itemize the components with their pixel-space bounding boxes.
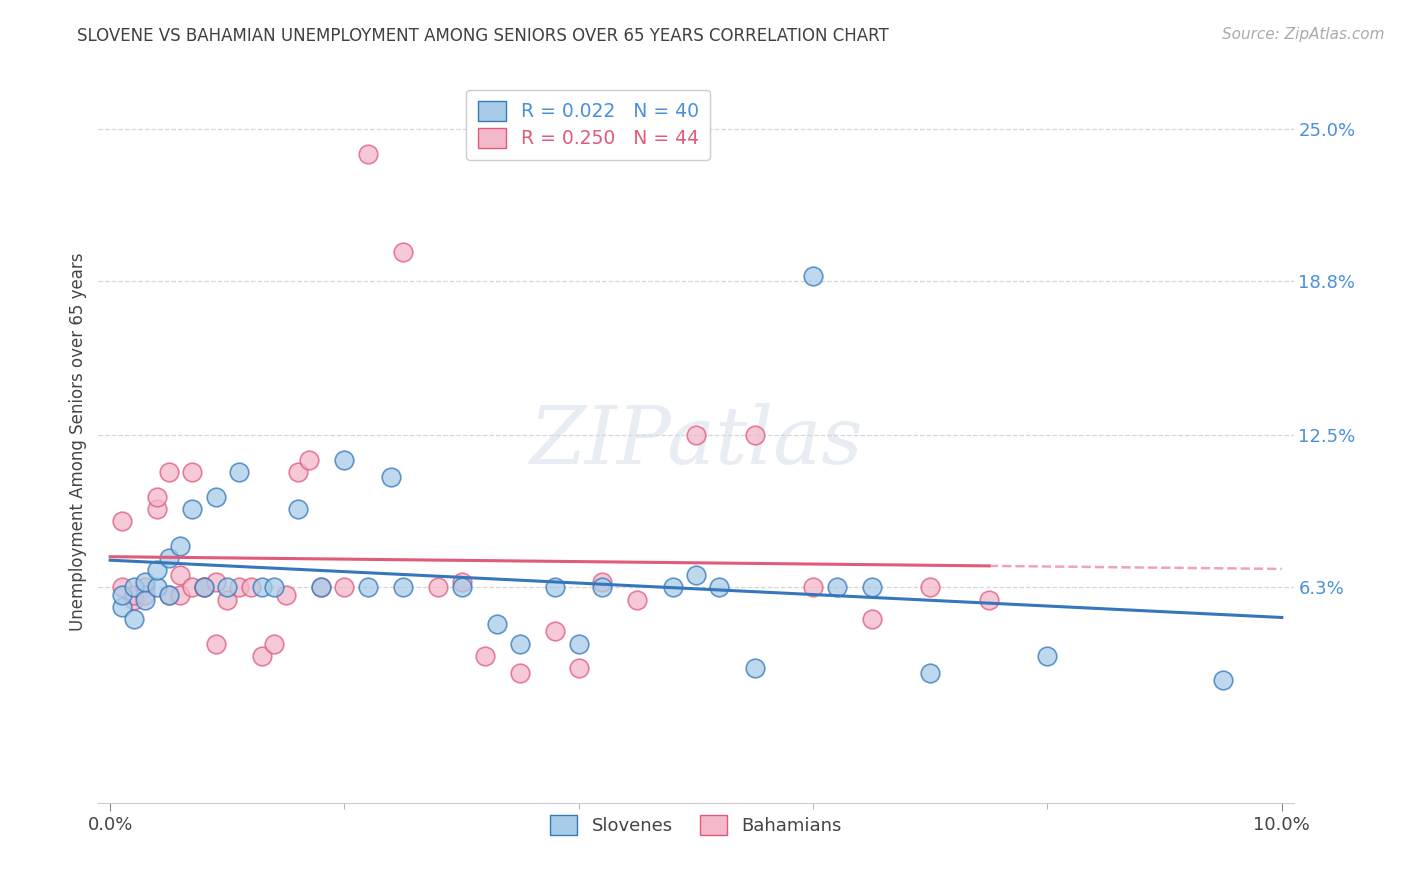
Point (228, 580, 250, 594)
Point (427, 580, 450, 594)
Point (181, 580, 204, 594)
Point (122, 580, 145, 594)
Point (544, 580, 567, 594)
Point (122, 592, 145, 607)
Point (239, 580, 262, 594)
Point (252, 648, 274, 663)
Point (509, 637, 531, 651)
Point (801, 269, 824, 284)
Point (228, 465, 250, 479)
Point (591, 580, 613, 594)
Point (591, 575, 613, 590)
Point (111, 514, 134, 528)
Point (568, 637, 591, 651)
Point (860, 612, 883, 626)
Point (146, 563, 169, 577)
Point (357, 580, 380, 594)
Point (977, 592, 1000, 607)
Point (263, 637, 285, 651)
Point (181, 502, 204, 516)
Point (252, 580, 274, 594)
Point (287, 465, 309, 479)
Point (217, 580, 239, 594)
Point (744, 661, 766, 675)
Point (709, 580, 731, 594)
Point (920, 580, 942, 594)
Point (544, 624, 567, 639)
Text: ZIPatlas: ZIPatlas (529, 403, 863, 480)
Point (169, 568, 191, 582)
Point (287, 502, 309, 516)
Point (685, 428, 707, 442)
Point (450, 580, 472, 594)
Point (1036, 648, 1059, 663)
Point (204, 637, 226, 651)
Point (392, 580, 415, 594)
Legend: Slovenes, Bahamians: Slovenes, Bahamians (541, 806, 851, 845)
Point (1212, 673, 1234, 688)
Point (380, 470, 402, 484)
Point (920, 665, 942, 680)
Point (263, 580, 285, 594)
Point (204, 490, 226, 504)
Point (157, 550, 180, 565)
Point (801, 580, 824, 594)
Point (274, 588, 297, 602)
Point (485, 617, 508, 632)
Point (157, 588, 180, 602)
Y-axis label: Unemployment Among Seniors over 65 years: Unemployment Among Seniors over 65 years (69, 252, 87, 631)
Point (193, 580, 215, 594)
Point (860, 580, 883, 594)
Point (146, 490, 169, 504)
Point (157, 588, 180, 602)
Point (568, 661, 591, 675)
Point (111, 599, 134, 614)
Point (204, 575, 226, 590)
Point (134, 575, 156, 590)
Point (122, 612, 145, 626)
Point (509, 665, 531, 680)
Point (146, 502, 169, 516)
Point (111, 580, 134, 594)
Point (626, 592, 648, 607)
Point (744, 428, 766, 442)
Point (474, 648, 496, 663)
Point (134, 580, 156, 594)
Point (169, 588, 191, 602)
Point (134, 588, 156, 602)
Point (685, 568, 707, 582)
Point (392, 244, 415, 259)
Point (217, 592, 239, 607)
Point (298, 453, 321, 467)
Point (333, 580, 356, 594)
Text: Source: ZipAtlas.com: Source: ZipAtlas.com (1222, 27, 1385, 42)
Point (134, 592, 156, 607)
Point (661, 580, 683, 594)
Point (122, 588, 145, 602)
Point (357, 146, 380, 161)
Point (333, 453, 356, 467)
Point (193, 580, 215, 594)
Point (157, 465, 180, 479)
Point (111, 588, 134, 602)
Point (309, 580, 332, 594)
Text: SLOVENE VS BAHAMIAN UNEMPLOYMENT AMONG SENIORS OVER 65 YEARS CORRELATION CHART: SLOVENE VS BAHAMIAN UNEMPLOYMENT AMONG S… (77, 27, 889, 45)
Point (181, 465, 204, 479)
Point (146, 580, 169, 594)
Point (450, 575, 472, 590)
Point (825, 580, 848, 594)
Point (309, 580, 332, 594)
Point (169, 539, 191, 553)
Point (193, 580, 215, 594)
